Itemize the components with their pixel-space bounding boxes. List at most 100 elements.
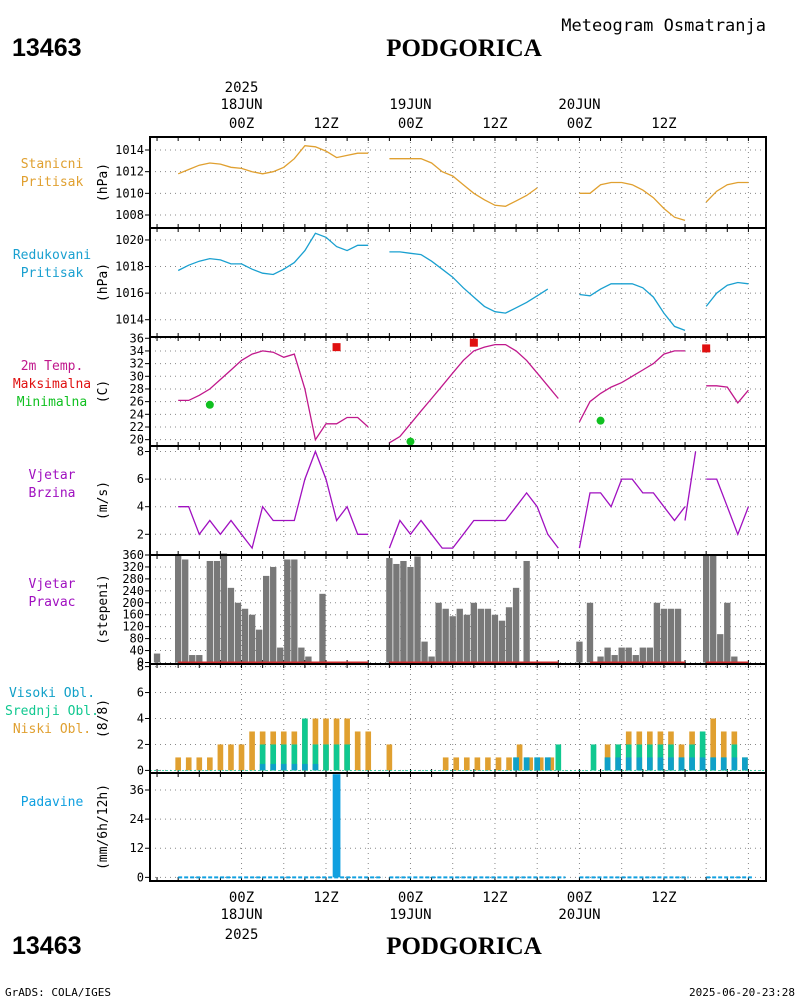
direction-bar bbox=[618, 647, 625, 663]
cloud-bar-niski bbox=[365, 731, 372, 771]
bottom-time-tick-label: 00Z bbox=[398, 890, 423, 906]
cloud-bar-niski bbox=[228, 744, 234, 771]
direction-bar bbox=[667, 608, 675, 663]
y-tick-label: 4 bbox=[137, 500, 144, 514]
y-tick-label: 160 bbox=[122, 608, 144, 622]
y-tick-label: 280 bbox=[122, 572, 144, 586]
y-axis-title: (stepeni) bbox=[96, 574, 111, 644]
y-axis-title: (8/8) bbox=[96, 699, 111, 738]
cloud-bar-niski bbox=[506, 757, 512, 771]
direction-bar bbox=[632, 655, 639, 663]
panel-label: Redukovani bbox=[13, 248, 91, 263]
cloud-bar-visoki bbox=[742, 757, 748, 771]
y-tick-label: 28 bbox=[130, 382, 144, 396]
cloud-bar-visoki bbox=[689, 757, 695, 771]
subtitle: Meteogram Osmatranja bbox=[561, 16, 766, 36]
cloud-bar-visoki bbox=[647, 757, 653, 771]
top-time-tick-label: 12Z bbox=[482, 116, 507, 132]
bottom-time-tick-label: 00Z bbox=[229, 890, 254, 906]
y-tick-label: 4 bbox=[137, 712, 144, 726]
cloud-bar-visoki bbox=[657, 757, 664, 771]
direction-bar bbox=[523, 560, 530, 663]
cloud-bar-niski bbox=[185, 757, 192, 771]
direction-bar bbox=[660, 608, 668, 663]
cloud-bar-srednji bbox=[590, 744, 597, 771]
direction-bar bbox=[484, 608, 492, 663]
bottom-date-label: 18JUN bbox=[220, 907, 262, 923]
y-tick-label: 2 bbox=[137, 527, 144, 541]
cloud-bar-srednji bbox=[555, 744, 562, 771]
direction-bar bbox=[597, 656, 604, 663]
cloud-bar-visoki bbox=[615, 757, 621, 771]
y-tick-label: 24 bbox=[130, 407, 144, 421]
direction-bar bbox=[227, 587, 235, 663]
cloud-bar-niski bbox=[485, 757, 491, 771]
direction-bar bbox=[241, 608, 249, 663]
panel-station_pressure: 1008 1010 1012 1014 (hPa) Stanicni Pritisak bbox=[21, 136, 767, 229]
panel-label: Maksimalna bbox=[13, 377, 91, 392]
cloud-bar-niski bbox=[527, 757, 533, 771]
direction-bar bbox=[456, 608, 463, 663]
top-time-tick-label: 12Z bbox=[313, 116, 338, 132]
station-id-top: 13463 bbox=[12, 34, 82, 62]
series-line bbox=[578, 478, 686, 549]
direction-bar bbox=[498, 620, 506, 663]
panel-label: 2m Temp. bbox=[21, 359, 84, 374]
cloud-bar-visoki bbox=[636, 757, 643, 771]
panel-label: Minimalna bbox=[17, 395, 87, 410]
direction-bar bbox=[284, 559, 291, 663]
y-tick-label: 2 bbox=[137, 737, 144, 751]
y-tick-label: 8 bbox=[137, 660, 144, 674]
series-line bbox=[388, 491, 559, 549]
direction-bar bbox=[512, 587, 520, 663]
bottom-year-label: 2025 bbox=[225, 927, 259, 943]
top-time-tick-label: 00Z bbox=[229, 116, 254, 132]
precip-bar bbox=[332, 774, 341, 878]
cloud-bar-srednji bbox=[291, 744, 298, 771]
top-date-label: 19JUN bbox=[389, 97, 431, 113]
direction-bar bbox=[491, 614, 499, 663]
series-line bbox=[177, 232, 369, 276]
y-axis-title: (m/s) bbox=[96, 481, 111, 520]
direction-bar bbox=[196, 655, 203, 663]
top-time-tick-label: 00Z bbox=[398, 116, 423, 132]
cloud-bar-visoki bbox=[270, 763, 277, 771]
cloud-bar-niski bbox=[720, 731, 727, 771]
direction-bar bbox=[182, 559, 189, 663]
cloud-bar-srednji bbox=[323, 744, 329, 771]
panel-cloud_cover: 0 2 4 6 8 (8/8)Visoki Obl. Srednji Obl. Niski O… bbox=[5, 660, 767, 777]
panel-label: Brzina bbox=[29, 486, 76, 501]
direction-bar bbox=[428, 656, 435, 663]
direction-bar bbox=[463, 614, 470, 663]
cloud-bar-niski bbox=[249, 731, 255, 771]
panel-label: Niski Obl. bbox=[13, 722, 91, 737]
panel-frame bbox=[149, 772, 767, 882]
cloud-bar-niski bbox=[386, 744, 393, 771]
direction-bar bbox=[586, 602, 594, 663]
series-line bbox=[389, 343, 559, 444]
y-tick-label: 32 bbox=[130, 357, 144, 371]
cloud-bar-visoki bbox=[699, 757, 706, 771]
top-time-tick-label: 12Z bbox=[651, 116, 676, 132]
tmin-marker bbox=[406, 437, 415, 446]
series-line bbox=[705, 181, 749, 203]
y-tick-label: 240 bbox=[122, 584, 144, 598]
panel-label: Pravac bbox=[29, 595, 76, 610]
y-axis-title: (mm/6h/12h) bbox=[96, 784, 111, 870]
y-tick-label: 24 bbox=[130, 812, 144, 826]
y-tick-label: 22 bbox=[130, 420, 144, 434]
direction-bar bbox=[576, 641, 583, 663]
panel-label: Srednji Obl. bbox=[5, 704, 99, 719]
direction-bar bbox=[270, 566, 277, 663]
cloud-bar-srednji bbox=[270, 744, 277, 771]
cloud-bar-visoki bbox=[668, 757, 674, 771]
cloud-bar-srednji bbox=[312, 744, 319, 771]
station-name-top: PODGORICA bbox=[386, 35, 542, 62]
top-date-label: 18JUN bbox=[220, 97, 262, 113]
cloud-bar-visoki bbox=[513, 757, 519, 771]
direction-bar bbox=[625, 647, 632, 663]
cloud-bar-visoki bbox=[280, 763, 287, 771]
panel-label: Vjetar bbox=[29, 468, 76, 483]
bottom-time-tick-label: 12Z bbox=[482, 890, 507, 906]
